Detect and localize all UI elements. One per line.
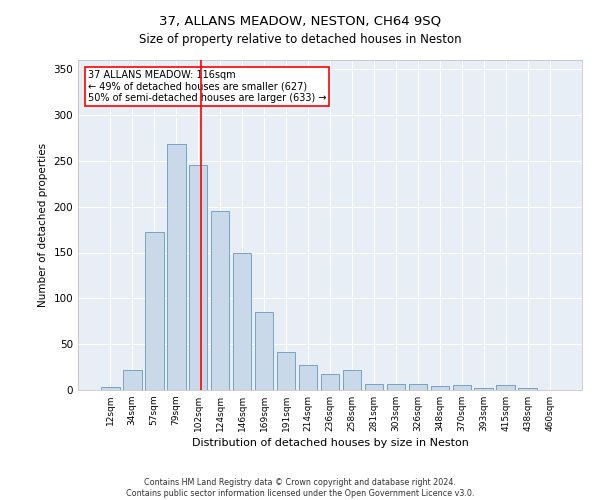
Bar — [255, 312, 274, 390]
Text: Contains HM Land Registry data © Crown copyright and database right 2024.
Contai: Contains HM Land Registry data © Crown c… — [126, 478, 474, 498]
Text: Size of property relative to detached houses in Neston: Size of property relative to detached ho… — [139, 32, 461, 46]
Text: 37 ALLANS MEADOW: 116sqm
← 49% of detached houses are smaller (627)
50% of semi-: 37 ALLANS MEADOW: 116sqm ← 49% of detach… — [88, 70, 326, 103]
Bar — [145, 232, 164, 390]
Bar — [277, 352, 295, 390]
Bar — [409, 384, 427, 390]
Bar — [452, 384, 471, 390]
Bar — [365, 384, 383, 390]
Y-axis label: Number of detached properties: Number of detached properties — [38, 143, 48, 307]
Bar — [123, 370, 142, 390]
Bar — [189, 166, 208, 390]
Bar — [431, 386, 449, 390]
Bar — [233, 252, 251, 390]
Bar — [167, 144, 185, 390]
Bar — [386, 384, 405, 390]
X-axis label: Distribution of detached houses by size in Neston: Distribution of detached houses by size … — [191, 438, 469, 448]
Bar — [343, 370, 361, 390]
Bar — [101, 387, 119, 390]
Bar — [211, 211, 229, 390]
Text: 37, ALLANS MEADOW, NESTON, CH64 9SQ: 37, ALLANS MEADOW, NESTON, CH64 9SQ — [159, 15, 441, 28]
Bar — [320, 374, 340, 390]
Bar — [475, 388, 493, 390]
Bar — [518, 388, 537, 390]
Bar — [299, 365, 317, 390]
Bar — [496, 386, 515, 390]
